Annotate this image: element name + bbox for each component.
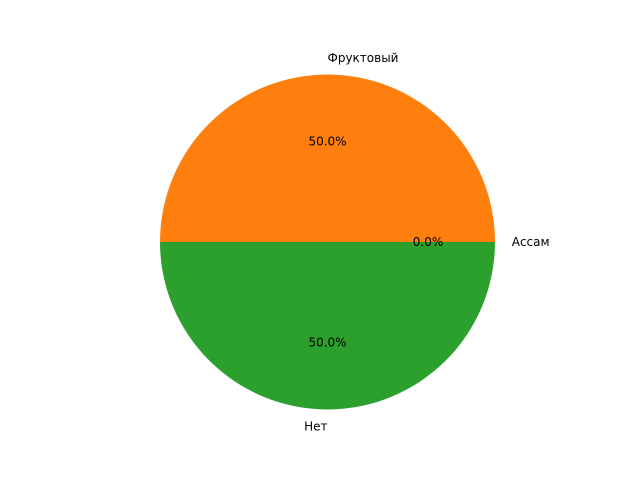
slice-percent-3: 50.0% [308, 336, 346, 350]
pie-slices [160, 74, 495, 410]
pie-slice-3 [160, 242, 495, 410]
pie-labels: Ассам 0.0% Фруктовый 50.0% Нет 50.0% [304, 51, 549, 434]
slice-percent-2: 50.0% [308, 135, 346, 149]
slice-label-3: Нет [304, 419, 327, 433]
slice-label-2: Фруктовый [328, 51, 399, 65]
pie-slice-2 [160, 74, 495, 243]
slice-label-1: Ассам [512, 235, 550, 249]
slice-percent-1: 0.0% [413, 235, 444, 249]
